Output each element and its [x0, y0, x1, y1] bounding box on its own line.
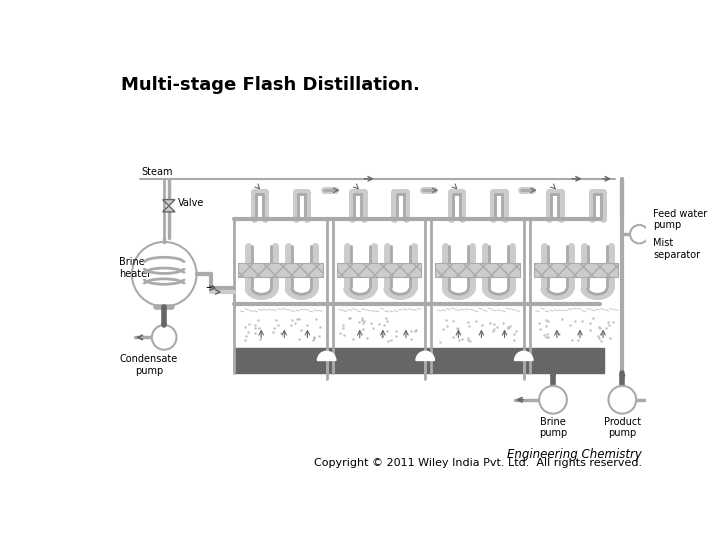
Text: Engineering Chemistry: Engineering Chemistry [508, 448, 642, 461]
Circle shape [539, 386, 567, 414]
Text: Product
pump: Product pump [604, 417, 641, 438]
Circle shape [152, 325, 176, 350]
Wedge shape [318, 351, 336, 361]
Polygon shape [163, 206, 175, 212]
Bar [435, 264, 520, 278]
Text: Mist
separator: Mist separator [653, 238, 701, 260]
Bar [337, 264, 421, 278]
Circle shape [608, 386, 636, 414]
Bar [238, 264, 323, 278]
Polygon shape [163, 200, 175, 206]
Text: Feed water
pump: Feed water pump [653, 209, 707, 231]
Text: →: → [206, 283, 215, 293]
Circle shape [630, 225, 649, 244]
Wedge shape [416, 351, 434, 361]
Circle shape [132, 242, 197, 307]
Text: Copyright © 2011 Wiley India Pvt. Ltd.  All rights reserved.: Copyright © 2011 Wiley India Pvt. Ltd. A… [314, 457, 642, 468]
Text: Condensate
pump: Condensate pump [120, 354, 178, 376]
Bar [534, 264, 618, 278]
Text: Brine
pump: Brine pump [539, 417, 567, 438]
Text: Valve: Valve [178, 198, 204, 208]
Wedge shape [515, 351, 533, 361]
Text: Steam: Steam [142, 167, 174, 177]
Text: Brine
heater: Brine heater [119, 257, 151, 279]
Bar [234, 348, 604, 373]
Text: Multi-stage Flash Distillation.: Multi-stage Flash Distillation. [121, 76, 420, 94]
